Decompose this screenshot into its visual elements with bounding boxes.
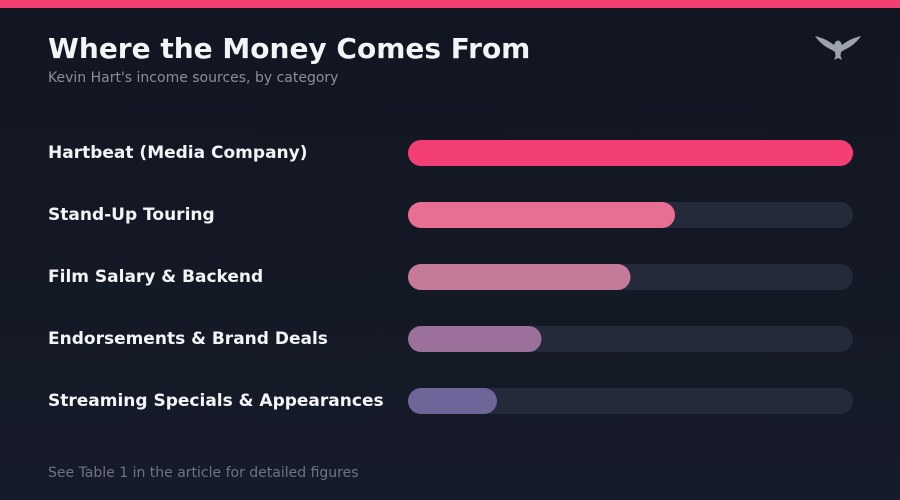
eagle-icon-wings [815, 36, 861, 60]
bar [408, 264, 631, 290]
page-title: Where the Money Comes From [48, 32, 531, 65]
eagle-icon [815, 36, 861, 60]
category-label: Film Salary & Backend [48, 267, 263, 287]
category-label: Stand-Up Touring [48, 205, 215, 225]
page-subtitle: Kevin Hart's income sources, by category [48, 70, 339, 86]
bar [408, 326, 542, 352]
bar-rows: Hartbeat (Media Company) Stand-Up Touring… [48, 140, 853, 414]
footnote: See Table 1 in the article for detailed … [48, 465, 359, 481]
bar [408, 140, 853, 166]
category-label: Endorsements & Brand Deals [48, 329, 328, 349]
category-label: Hartbeat (Media Company) [48, 143, 308, 163]
category-label: Streaming Specials & Appearances [48, 391, 384, 411]
bar [408, 388, 497, 414]
bar-track [408, 388, 853, 414]
accent-top-bar [0, 0, 900, 8]
bar [408, 202, 675, 228]
